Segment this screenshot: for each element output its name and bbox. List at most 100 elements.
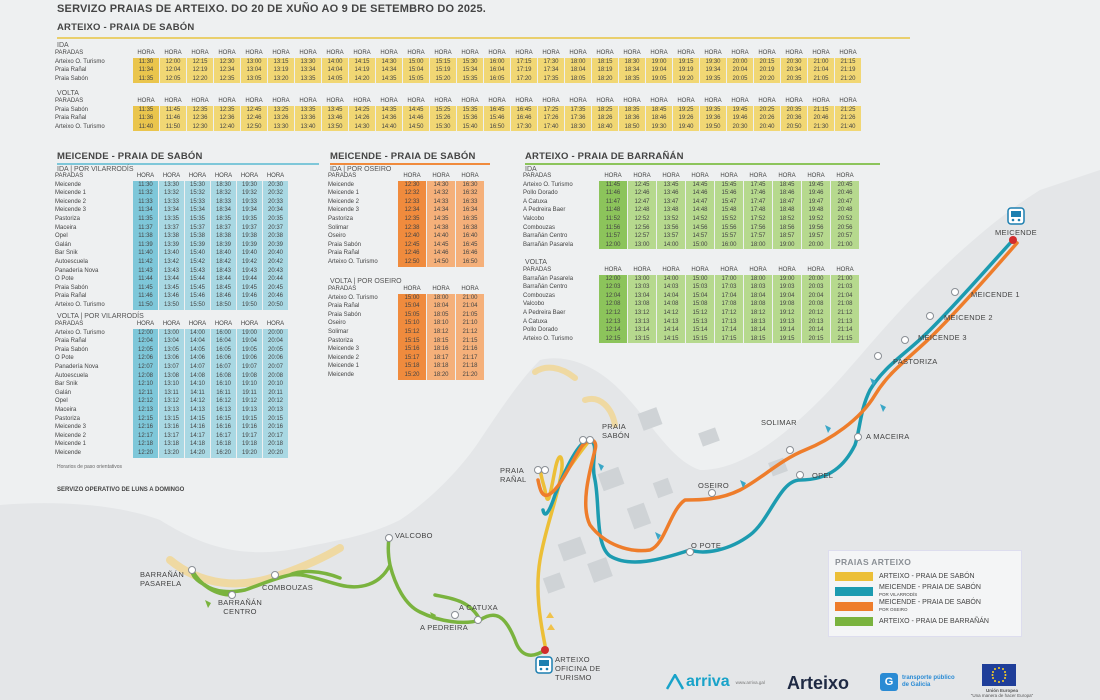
table-row: Opel 12:12 13:12 14:12 16:12 19:12 20:12 xyxy=(55,397,288,406)
time-cell: 20:04 xyxy=(263,337,288,346)
time-column-header: HORA xyxy=(839,98,857,104)
time-cell: 20:08 xyxy=(263,371,288,381)
time-cell: 16:33 xyxy=(456,197,484,207)
legend-title: PRAIAS ARTEIXO xyxy=(835,557,912,567)
time-cell: 18:37 xyxy=(211,223,236,233)
table-row: Panadería Nova 11:43 13:43 15:43 18:43 19:43 2… xyxy=(55,266,288,276)
time-cell: 19:36 xyxy=(700,114,726,123)
time-cell: 15:45 xyxy=(185,283,210,293)
stops-header: PARADAS xyxy=(523,173,552,179)
time-cell: 15:14 xyxy=(686,326,714,335)
time-cell: 20:00 xyxy=(802,240,830,250)
table-header-row: PARADAS HORA HORA HORA HORA HORA HORA xyxy=(55,172,288,181)
time-cell: 15:04 xyxy=(398,302,426,311)
time-cell: 19:26 xyxy=(673,114,699,123)
time-cell: 20:08 xyxy=(802,300,830,309)
stop-name: Meicende 1 xyxy=(328,190,360,197)
time-cell: 14:08 xyxy=(185,371,210,381)
time-cell: 13:35 xyxy=(295,105,321,115)
table-header-row: PARADAS HORA HORA HORA HORA HORA HORA HORA HORA H… xyxy=(55,97,861,106)
time-cell: 13:16 xyxy=(159,423,184,432)
time-cell: 13:50 xyxy=(159,300,184,310)
stop-name: Arteixo O. Turismo xyxy=(55,58,105,65)
time-cell: 15:25 xyxy=(430,105,456,115)
sabon-ida-table: PARADAS HORA HORA HORA HORA HORA HORA HORA HORA H… xyxy=(54,49,862,84)
map-label-o-pote: O POTE xyxy=(691,541,722,550)
time-cell: 14:00 xyxy=(657,274,685,284)
table-row: Oseiro 12:40 14:40 16:40 xyxy=(328,232,484,241)
time-cell: 12:15 xyxy=(599,334,627,344)
time-cell: 15:32 xyxy=(185,189,210,198)
time-cell: 19:50 xyxy=(700,122,726,132)
time-cell: 18:30 xyxy=(211,180,236,190)
volta-label: VOLTA | POR OSEIRO xyxy=(330,278,402,285)
time-column-header: HORA xyxy=(596,50,614,56)
time-cell: 12:45 xyxy=(628,180,656,190)
time-cell: 21:04 xyxy=(808,66,834,75)
time-column-header: HORA xyxy=(677,98,695,104)
time-column-header: HORA xyxy=(662,267,680,273)
arriva-logo: arriva www.arriva.gal xyxy=(666,673,765,691)
time-cell: 19:18 xyxy=(237,440,262,449)
time-cell: 19:30 xyxy=(237,180,262,190)
time-cell: 14:40 xyxy=(427,232,455,241)
time-cell: 13:33 xyxy=(159,197,184,207)
time-cell: 21:18 xyxy=(456,362,484,371)
stop-name: Barrañán Centro xyxy=(523,233,568,240)
time-cell: 21:19 xyxy=(835,66,861,75)
ida-label: IDA xyxy=(525,166,537,173)
table-row: Praia Rañal 11:36 11:46 12:36 12:36 12:46 13:2… xyxy=(55,114,861,123)
table-header-row: PARADAS HORA HORA HORA HORA HORA HORA HORA HORA H… xyxy=(523,266,859,275)
time-cell: 15:18 xyxy=(398,362,426,371)
time-cell: 12:20 xyxy=(133,448,158,458)
time-cell: 20:46 xyxy=(263,292,288,301)
time-cell: 19:13 xyxy=(773,317,801,327)
time-column-header: HORA xyxy=(245,50,263,56)
table-row: A Pedreira Baer 11:48 12:48 13:48 14:48 15:48… xyxy=(523,206,859,215)
time-cell: 17:04 xyxy=(715,291,743,301)
time-cell: 20:30 xyxy=(781,57,807,67)
map-label-opel: OPEL xyxy=(812,471,834,480)
time-cell: 15:04 xyxy=(686,291,714,301)
time-cell: 16:35 xyxy=(456,214,484,224)
time-cell: 19:00 xyxy=(773,240,801,250)
time-cell: 19:32 xyxy=(237,189,262,198)
table-row: Pollo Dorado 11:46 12:46 13:46 14:46 15:46 17:… xyxy=(523,189,859,198)
time-cell: 21:00 xyxy=(831,240,859,250)
time-cell: 11:45 xyxy=(599,180,627,190)
time-cell: 18:18 xyxy=(427,362,455,371)
time-cell: 16:46 xyxy=(456,249,484,258)
time-cell: 17:35 xyxy=(565,105,591,115)
time-cell: 20:18 xyxy=(263,440,288,449)
time-cell: 15:05 xyxy=(403,74,429,84)
time-cell: 15:00 xyxy=(686,274,714,284)
time-cell: 18:04 xyxy=(744,291,772,301)
time-cell: 21:00 xyxy=(831,274,859,284)
time-cell: 13:08 xyxy=(159,371,184,381)
time-cell: 15:15 xyxy=(686,334,714,344)
table-row: Praia Sabón 11:35 11:45 12:35 12:35 12:45 13:2… xyxy=(55,105,861,115)
time-cell: 19:07 xyxy=(237,362,262,372)
stop-name: A Pedreira Baer xyxy=(523,207,566,214)
map-label-meicende: MEICENDE xyxy=(995,228,1037,237)
time-cell: 13:32 xyxy=(159,189,184,198)
time-cell: 17:03 xyxy=(715,283,743,292)
time-cell: 16:00 xyxy=(715,240,743,250)
table-row: Maceira 11:37 13:37 15:37 18:37 19:37 20:37 xyxy=(55,223,288,233)
table-row: Valcobo 12:08 13:08 14:08 15:08 17:08 18:08 19:… xyxy=(523,300,859,309)
time-cell: 14:13 xyxy=(185,405,210,415)
table-row: A Catuxa 12:13 13:13 14:13 15:13 17:13 18:13 19… xyxy=(523,317,859,327)
map-label-pastoriza: PASTORIZA xyxy=(893,357,938,366)
time-cell: 15:20 xyxy=(398,370,426,380)
time-cell: 19:15 xyxy=(673,57,699,67)
legend-label: ARTEIXO - PRAIA DE BARRAÑÁN xyxy=(879,617,989,625)
time-cell: 12:08 xyxy=(133,371,158,381)
time-cell: 13:19 xyxy=(268,66,294,75)
time-cell: 18:45 xyxy=(646,105,672,115)
map-label-a-catuxa: A CATUXA xyxy=(459,603,498,612)
time-cell: 16:15 xyxy=(211,414,236,424)
stop-name: Pollo Dorado xyxy=(523,190,558,197)
time-cell: 19:46 xyxy=(802,189,830,198)
time-column-header: HORA xyxy=(164,98,182,104)
time-cell: 11:35 xyxy=(133,105,159,115)
